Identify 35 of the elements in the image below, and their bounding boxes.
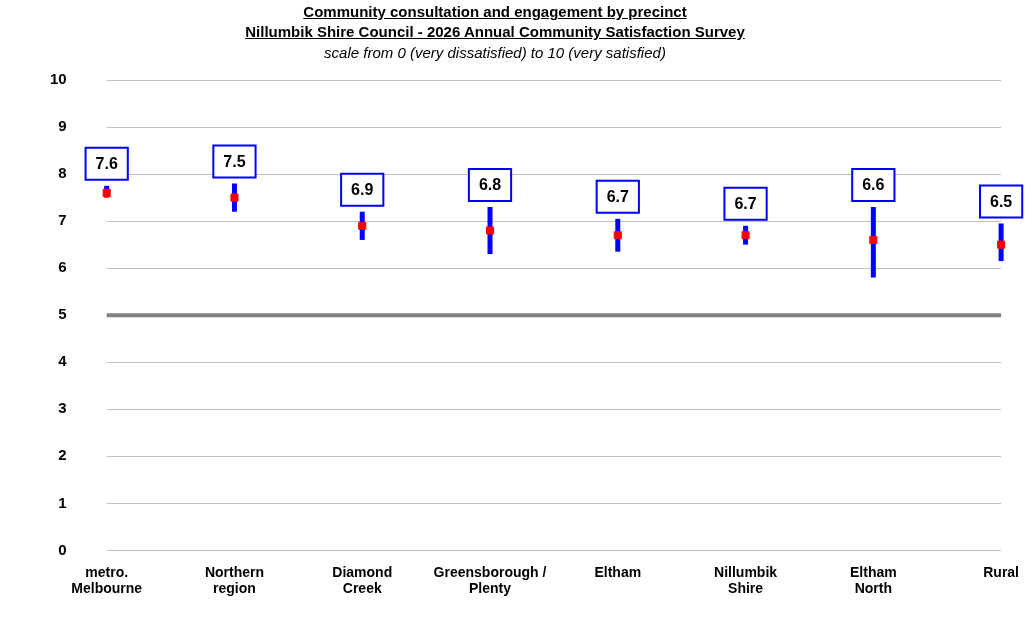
y-tick-label: 6 — [58, 258, 67, 276]
point — [869, 235, 878, 244]
y-tick-label: 2 — [58, 446, 67, 464]
y-tick-label: 9 — [58, 117, 67, 135]
x-tick-label: Eltham — [594, 563, 642, 580]
x-tick-label: Northern region — [204, 563, 265, 597]
x-tick-label: metro. Melbourne — [71, 563, 143, 597]
y-tick-label: 10 — [50, 70, 67, 88]
data-label: 6.7 — [606, 188, 629, 206]
y-tick-label: 7 — [58, 211, 67, 229]
data-label: 6.8 — [478, 176, 502, 194]
point — [613, 231, 622, 240]
y-tick-label: 1 — [58, 493, 67, 511]
y-tick-label: 4 — [58, 352, 68, 370]
x-tick-label: Rural — [983, 563, 1020, 580]
data-label: 6.6 — [862, 176, 885, 194]
point — [230, 193, 239, 202]
data-label: 6.7 — [734, 195, 757, 213]
y-tick-label: 3 — [58, 399, 67, 417]
point — [485, 226, 495, 235]
y-tick-label: 5 — [58, 305, 67, 323]
data-label: 6.9 — [351, 181, 374, 199]
x-tick-label: Diamond Creek — [332, 563, 393, 597]
point — [741, 231, 750, 240]
data-label: 6.5 — [989, 192, 1013, 210]
point — [997, 240, 1006, 249]
x-tick-label: Nillumbik Shire — [714, 563, 778, 597]
y-tick-label: 8 — [58, 164, 67, 182]
x-tick-label: Greensborough / Plenty — [433, 563, 547, 597]
data-label: 7.6 — [95, 155, 118, 173]
data-label: 7.5 — [223, 152, 246, 170]
point — [358, 221, 367, 230]
y-tick-label: 0 — [58, 540, 67, 558]
chart-subtitle: scale from 0 (very dissatisfied) to 10 (very satisfied) — [323, 44, 667, 61]
x-tick-label: Eltham North — [849, 563, 897, 597]
